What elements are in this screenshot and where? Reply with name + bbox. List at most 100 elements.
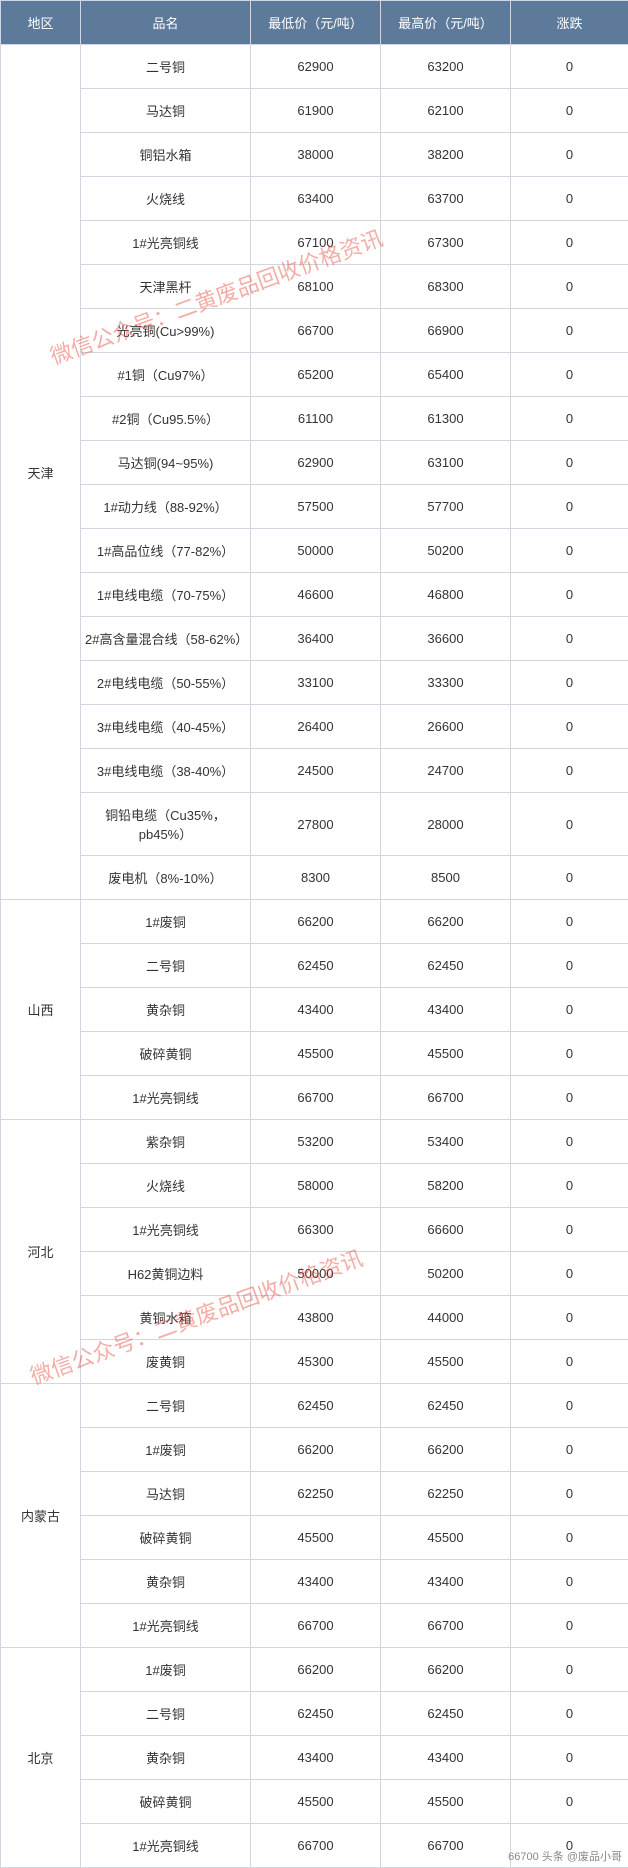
change-cell: 0: [511, 793, 628, 856]
name-cell: 铜铅电缆（Cu35%，pb45%）: [81, 793, 251, 856]
table-row: 废电机（8%-10%）830085000: [1, 856, 628, 900]
name-cell: 马达铜: [81, 89, 251, 133]
name-cell: 2#高含量混合线（58-62%）: [81, 617, 251, 661]
table-row: 1#高品位线（77-82%）50000502000: [1, 529, 628, 573]
name-cell: 破碎黄铜: [81, 1032, 251, 1076]
change-cell: 0: [511, 1208, 628, 1252]
low-cell: 62250: [251, 1472, 381, 1516]
low-cell: 66300: [251, 1208, 381, 1252]
name-cell: 破碎黄铜: [81, 1516, 251, 1560]
change-cell: 0: [511, 177, 628, 221]
low-cell: 24500: [251, 749, 381, 793]
name-cell: 1#废铜: [81, 900, 251, 944]
low-cell: 26400: [251, 705, 381, 749]
region-cell: 山西: [1, 900, 81, 1120]
change-cell: 0: [511, 441, 628, 485]
name-cell: 1#光亮铜线: [81, 1208, 251, 1252]
change-cell: 0: [511, 749, 628, 793]
low-cell: 66700: [251, 1076, 381, 1120]
name-cell: 1#动力线（88-92%）: [81, 485, 251, 529]
change-cell: 0: [511, 1648, 628, 1692]
name-cell: 黄杂铜: [81, 988, 251, 1032]
low-cell: 45500: [251, 1516, 381, 1560]
low-cell: 65200: [251, 353, 381, 397]
high-cell: 45500: [381, 1516, 511, 1560]
change-cell: 0: [511, 1736, 628, 1780]
low-cell: 66700: [251, 309, 381, 353]
table-row: 2#高含量混合线（58-62%）36400366000: [1, 617, 628, 661]
change-cell: 0: [511, 1604, 628, 1648]
high-cell: 66900: [381, 309, 511, 353]
high-cell: 58200: [381, 1164, 511, 1208]
high-cell: 65400: [381, 353, 511, 397]
table-row: 破碎黄铜45500455000: [1, 1780, 628, 1824]
table-row: 山西1#废铜66200662000: [1, 900, 628, 944]
low-cell: 66200: [251, 1428, 381, 1472]
header-row: 地区 品名 最低价（元/吨） 最高价（元/吨） 涨跌: [1, 1, 628, 45]
table-row: 天津二号铜62900632000: [1, 45, 628, 89]
name-cell: 1#废铜: [81, 1428, 251, 1472]
name-cell: 1#废铜: [81, 1648, 251, 1692]
high-cell: 62450: [381, 944, 511, 988]
change-cell: 0: [511, 1296, 628, 1340]
change-cell: 0: [511, 705, 628, 749]
table-row: 1#光亮铜线66700667000: [1, 1076, 628, 1120]
change-cell: 0: [511, 1120, 628, 1164]
table-body: 天津二号铜62900632000马达铜61900621000铜铝水箱380003…: [1, 45, 628, 1868]
name-cell: 2#电线电缆（50-55%）: [81, 661, 251, 705]
table-row: 黄杂铜43400434000: [1, 1560, 628, 1604]
col-change: 涨跌: [511, 1, 628, 45]
name-cell: 黄杂铜: [81, 1560, 251, 1604]
name-cell: 3#电线电缆（40-45%）: [81, 705, 251, 749]
high-cell: 66200: [381, 1648, 511, 1692]
name-cell: 废电机（8%-10%）: [81, 856, 251, 900]
low-cell: 45300: [251, 1340, 381, 1384]
table-row: 马达铜62250622500: [1, 1472, 628, 1516]
table-row: 二号铜62450624500: [1, 944, 628, 988]
table-row: 马达铜61900621000: [1, 89, 628, 133]
change-cell: 0: [511, 1252, 628, 1296]
high-cell: 45500: [381, 1780, 511, 1824]
region-cell: 天津: [1, 45, 81, 900]
table-row: #2铜（Cu95.5%）61100613000: [1, 397, 628, 441]
low-cell: 36400: [251, 617, 381, 661]
table-row: H62黄铜边料50000502000: [1, 1252, 628, 1296]
change-cell: 0: [511, 661, 628, 705]
attribution: 66700 头条 @废品小哥: [508, 1848, 622, 1864]
table-row: 黄铜水箱43800440000: [1, 1296, 628, 1340]
high-cell: 62100: [381, 89, 511, 133]
change-cell: 0: [511, 1384, 628, 1428]
low-cell: 45500: [251, 1780, 381, 1824]
change-cell: 0: [511, 1032, 628, 1076]
table-row: 火烧线63400637000: [1, 177, 628, 221]
table-row: 破碎黄铜45500455000: [1, 1516, 628, 1560]
change-cell: 0: [511, 133, 628, 177]
region-cell: 北京: [1, 1648, 81, 1868]
high-cell: 66700: [381, 1604, 511, 1648]
table-row: 天津黑杆68100683000: [1, 265, 628, 309]
change-cell: 0: [511, 529, 628, 573]
low-cell: 62450: [251, 1384, 381, 1428]
low-cell: 67100: [251, 221, 381, 265]
table-row: 二号铜62450624500: [1, 1692, 628, 1736]
low-cell: 61900: [251, 89, 381, 133]
table-row: 黄杂铜43400434000: [1, 988, 628, 1032]
high-cell: 43400: [381, 1736, 511, 1780]
table-row: 1#光亮铜线66700667000: [1, 1604, 628, 1648]
high-cell: 50200: [381, 1252, 511, 1296]
name-cell: 1#光亮铜线: [81, 1076, 251, 1120]
high-cell: 43400: [381, 988, 511, 1032]
table-row: 火烧线58000582000: [1, 1164, 628, 1208]
low-cell: 62450: [251, 1692, 381, 1736]
high-cell: 33300: [381, 661, 511, 705]
name-cell: 二号铜: [81, 1384, 251, 1428]
low-cell: 43400: [251, 1736, 381, 1780]
table-row: 1#废铜66200662000: [1, 1428, 628, 1472]
table-row: 1#光亮铜线66300666000: [1, 1208, 628, 1252]
high-cell: 68300: [381, 265, 511, 309]
change-cell: 0: [511, 1692, 628, 1736]
name-cell: 二号铜: [81, 1692, 251, 1736]
name-cell: 3#电线电缆（38-40%）: [81, 749, 251, 793]
name-cell: 火烧线: [81, 1164, 251, 1208]
low-cell: 62900: [251, 45, 381, 89]
